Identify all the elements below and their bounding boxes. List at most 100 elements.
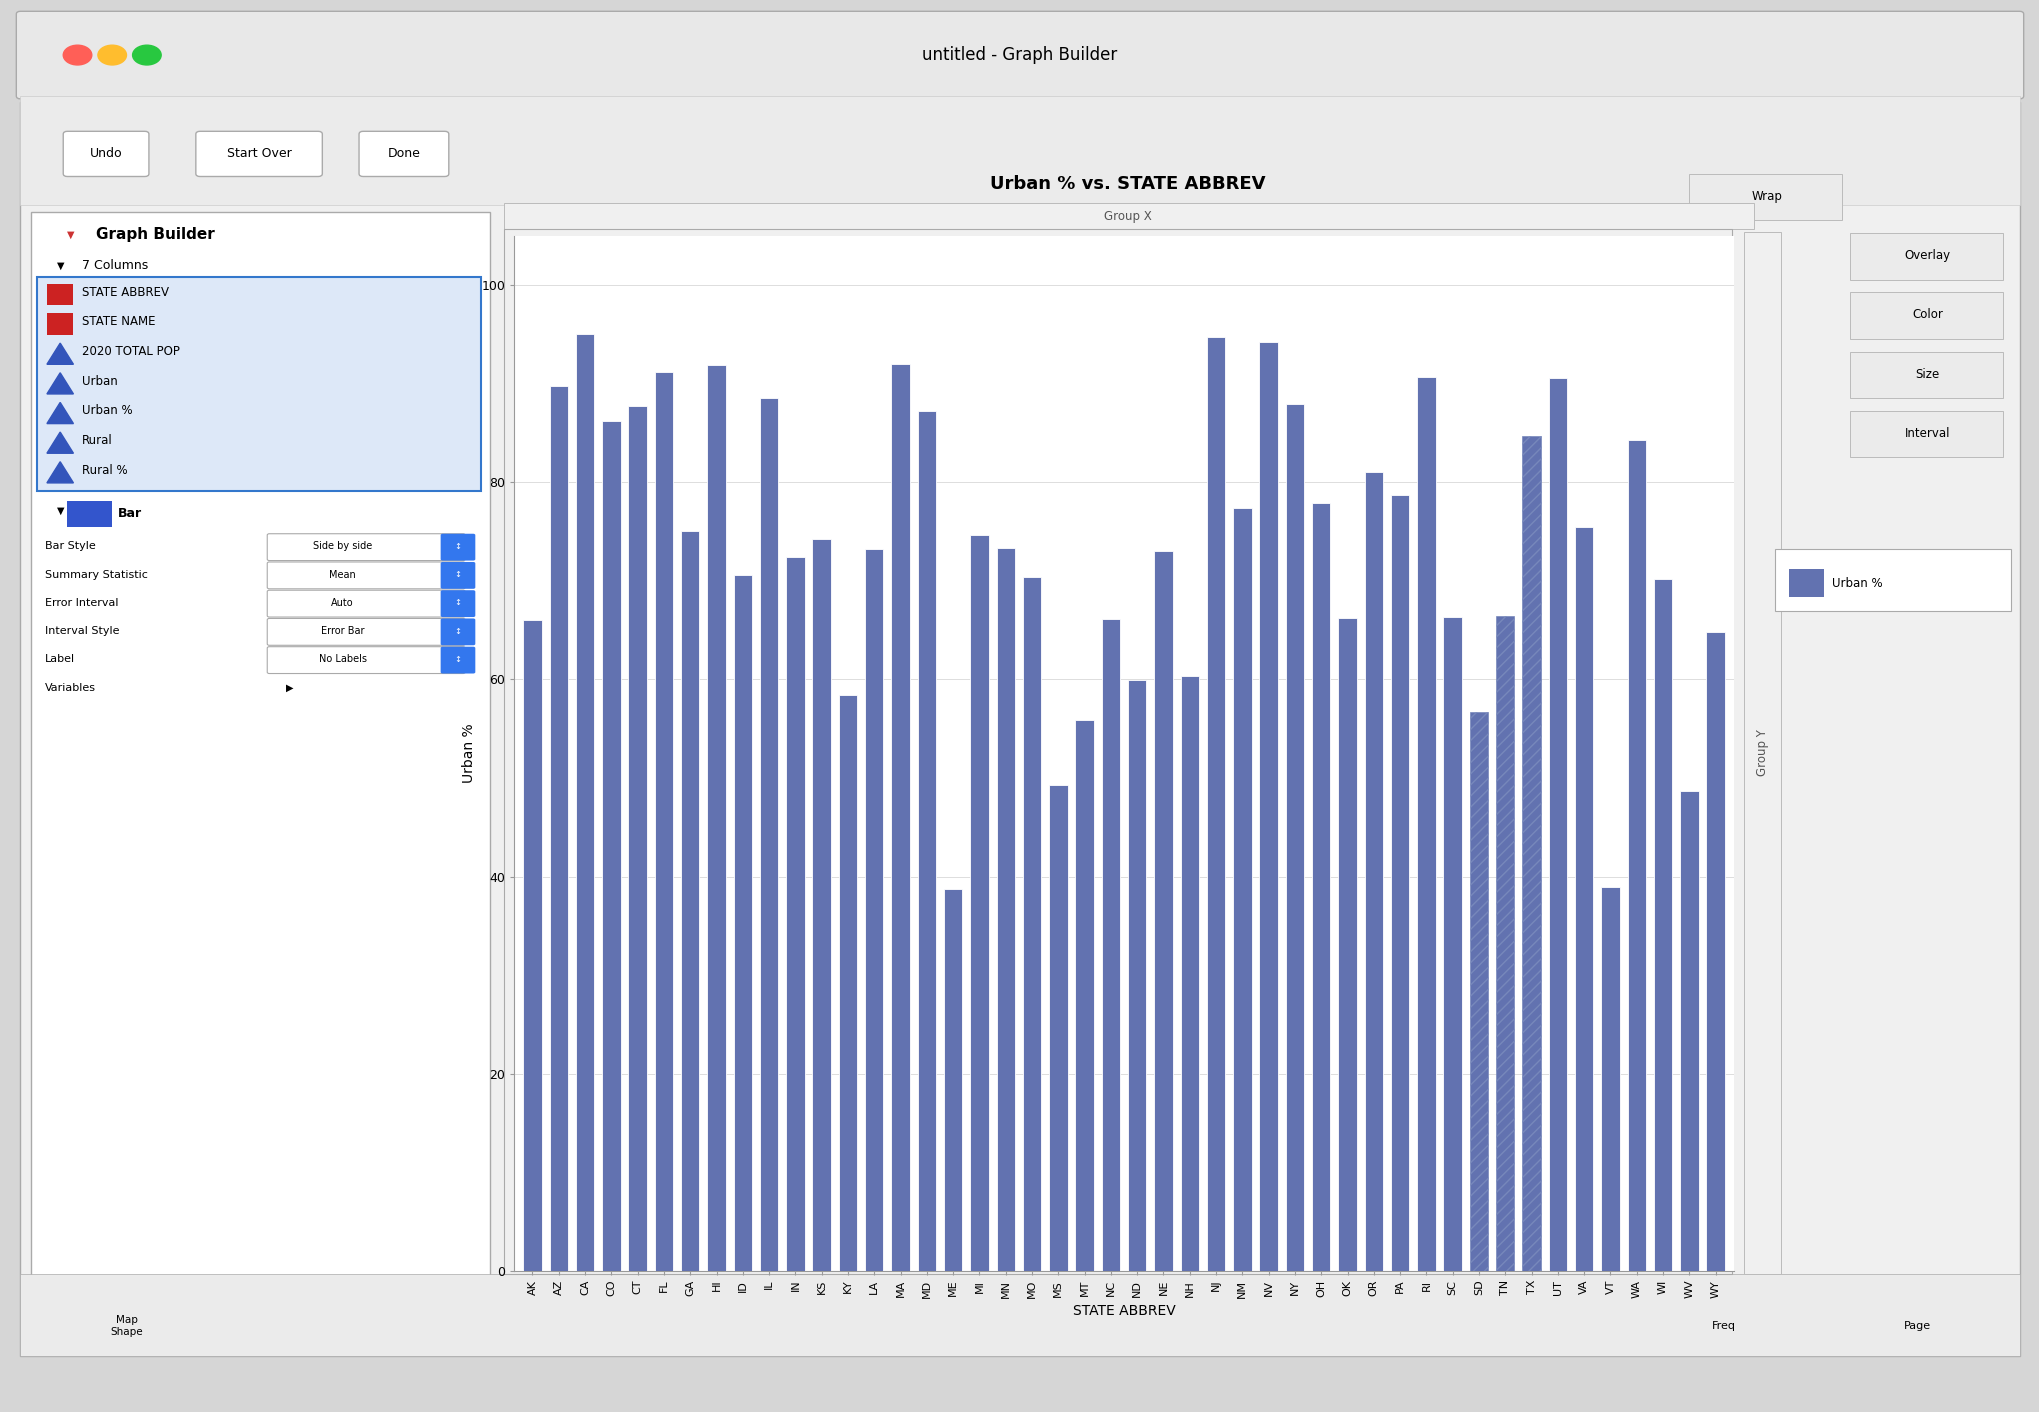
FancyBboxPatch shape — [196, 131, 322, 176]
Bar — [918, 411, 936, 1271]
FancyBboxPatch shape — [267, 590, 465, 617]
Bar — [734, 575, 752, 1271]
Text: ▼: ▼ — [57, 505, 65, 517]
Bar — [1101, 620, 1119, 1271]
Bar — [1521, 436, 1539, 1271]
Bar — [1444, 617, 1462, 1271]
Text: Error Bar: Error Bar — [320, 626, 365, 637]
Bar — [1548, 378, 1566, 1271]
FancyBboxPatch shape — [37, 277, 481, 491]
Polygon shape — [47, 462, 73, 483]
Text: 2020 TOTAL POP: 2020 TOTAL POP — [82, 345, 179, 359]
FancyBboxPatch shape — [267, 562, 465, 589]
Text: ▶: ▶ — [285, 682, 294, 693]
Text: untitled - Graph Builder: untitled - Graph Builder — [922, 47, 1117, 64]
Bar — [602, 421, 620, 1271]
FancyBboxPatch shape — [20, 1274, 2019, 1356]
FancyBboxPatch shape — [440, 647, 475, 674]
FancyBboxPatch shape — [20, 102, 2019, 1356]
FancyBboxPatch shape — [1849, 411, 2002, 457]
Bar — [1258, 342, 1276, 1271]
FancyBboxPatch shape — [20, 96, 2019, 205]
Bar — [1574, 527, 1592, 1271]
Text: Bar Style: Bar Style — [45, 541, 96, 552]
Text: Bar: Bar — [118, 507, 143, 521]
Text: Graph Builder: Graph Builder — [96, 227, 214, 241]
Bar — [708, 364, 726, 1271]
Text: Variables: Variables — [45, 682, 96, 693]
Text: Group Y: Group Y — [1756, 729, 1768, 777]
Text: Urban: Urban — [82, 374, 118, 388]
Bar — [1627, 441, 1645, 1271]
Text: Done: Done — [387, 147, 420, 161]
Bar — [1311, 503, 1329, 1271]
FancyBboxPatch shape — [31, 212, 489, 1327]
Text: Interval Style: Interval Style — [45, 626, 120, 637]
FancyBboxPatch shape — [267, 647, 465, 674]
Text: Start Over: Start Over — [226, 147, 292, 161]
Bar — [1181, 676, 1199, 1271]
Text: Urban % vs. STATE ABBREV: Urban % vs. STATE ABBREV — [989, 175, 1266, 192]
Bar — [548, 385, 567, 1271]
FancyBboxPatch shape — [440, 618, 475, 645]
FancyBboxPatch shape — [267, 618, 465, 645]
Text: Urban %: Urban % — [1831, 576, 1882, 590]
Polygon shape — [47, 343, 73, 364]
Bar — [971, 535, 989, 1271]
FancyBboxPatch shape — [47, 284, 73, 305]
Text: Group X: Group X — [1103, 209, 1152, 223]
Text: Side by side: Side by side — [312, 541, 373, 552]
Bar — [1232, 508, 1252, 1271]
Text: ▼: ▼ — [57, 260, 65, 271]
FancyBboxPatch shape — [504, 203, 1754, 229]
Bar — [1154, 551, 1172, 1271]
Bar — [1495, 616, 1513, 1271]
Bar — [1391, 496, 1409, 1271]
FancyBboxPatch shape — [1849, 233, 2002, 280]
Bar — [681, 531, 699, 1271]
Text: Rural %: Rural % — [82, 463, 126, 477]
Y-axis label: Urban %: Urban % — [461, 723, 475, 784]
Bar — [1705, 633, 1723, 1271]
Text: Rural: Rural — [82, 433, 112, 448]
Bar — [1075, 720, 1093, 1271]
Text: ▼: ▼ — [67, 229, 75, 240]
Text: ↕: ↕ — [455, 542, 461, 551]
Text: Size: Size — [1915, 367, 1939, 381]
Text: Urban %: Urban % — [82, 404, 133, 418]
Text: Map
Shape: Map Shape — [110, 1315, 143, 1337]
Text: STATE ABBREV: STATE ABBREV — [82, 285, 169, 299]
Text: Wrap: Wrap — [1749, 189, 1782, 203]
Circle shape — [133, 45, 161, 65]
Bar — [944, 890, 962, 1271]
FancyBboxPatch shape — [359, 131, 449, 176]
FancyBboxPatch shape — [1743, 232, 1780, 1274]
FancyBboxPatch shape — [63, 131, 149, 176]
Text: Interval: Interval — [1904, 426, 1949, 441]
FancyBboxPatch shape — [267, 534, 465, 561]
X-axis label: STATE ABBREV: STATE ABBREV — [1073, 1305, 1174, 1317]
FancyBboxPatch shape — [47, 313, 73, 335]
Text: Error Interval: Error Interval — [45, 597, 118, 609]
Bar — [1285, 404, 1303, 1271]
Bar — [655, 371, 673, 1271]
Polygon shape — [47, 373, 73, 394]
Text: ↕: ↕ — [455, 599, 461, 607]
Text: Label: Label — [45, 654, 75, 665]
Bar — [1468, 712, 1486, 1271]
Bar — [785, 558, 803, 1271]
Text: Undo: Undo — [90, 147, 122, 161]
Polygon shape — [47, 432, 73, 453]
Bar — [761, 398, 779, 1271]
Bar — [628, 407, 646, 1271]
Bar — [1680, 791, 1698, 1271]
Text: No Labels: No Labels — [318, 654, 367, 665]
Text: ↕: ↕ — [455, 655, 461, 664]
FancyBboxPatch shape — [440, 534, 475, 561]
Bar — [1022, 578, 1040, 1271]
Text: Color: Color — [1911, 308, 1943, 322]
Bar — [1128, 681, 1146, 1271]
Text: Overlay: Overlay — [1904, 249, 1949, 263]
Bar — [1601, 887, 1619, 1271]
Text: STATE NAME: STATE NAME — [82, 315, 155, 329]
